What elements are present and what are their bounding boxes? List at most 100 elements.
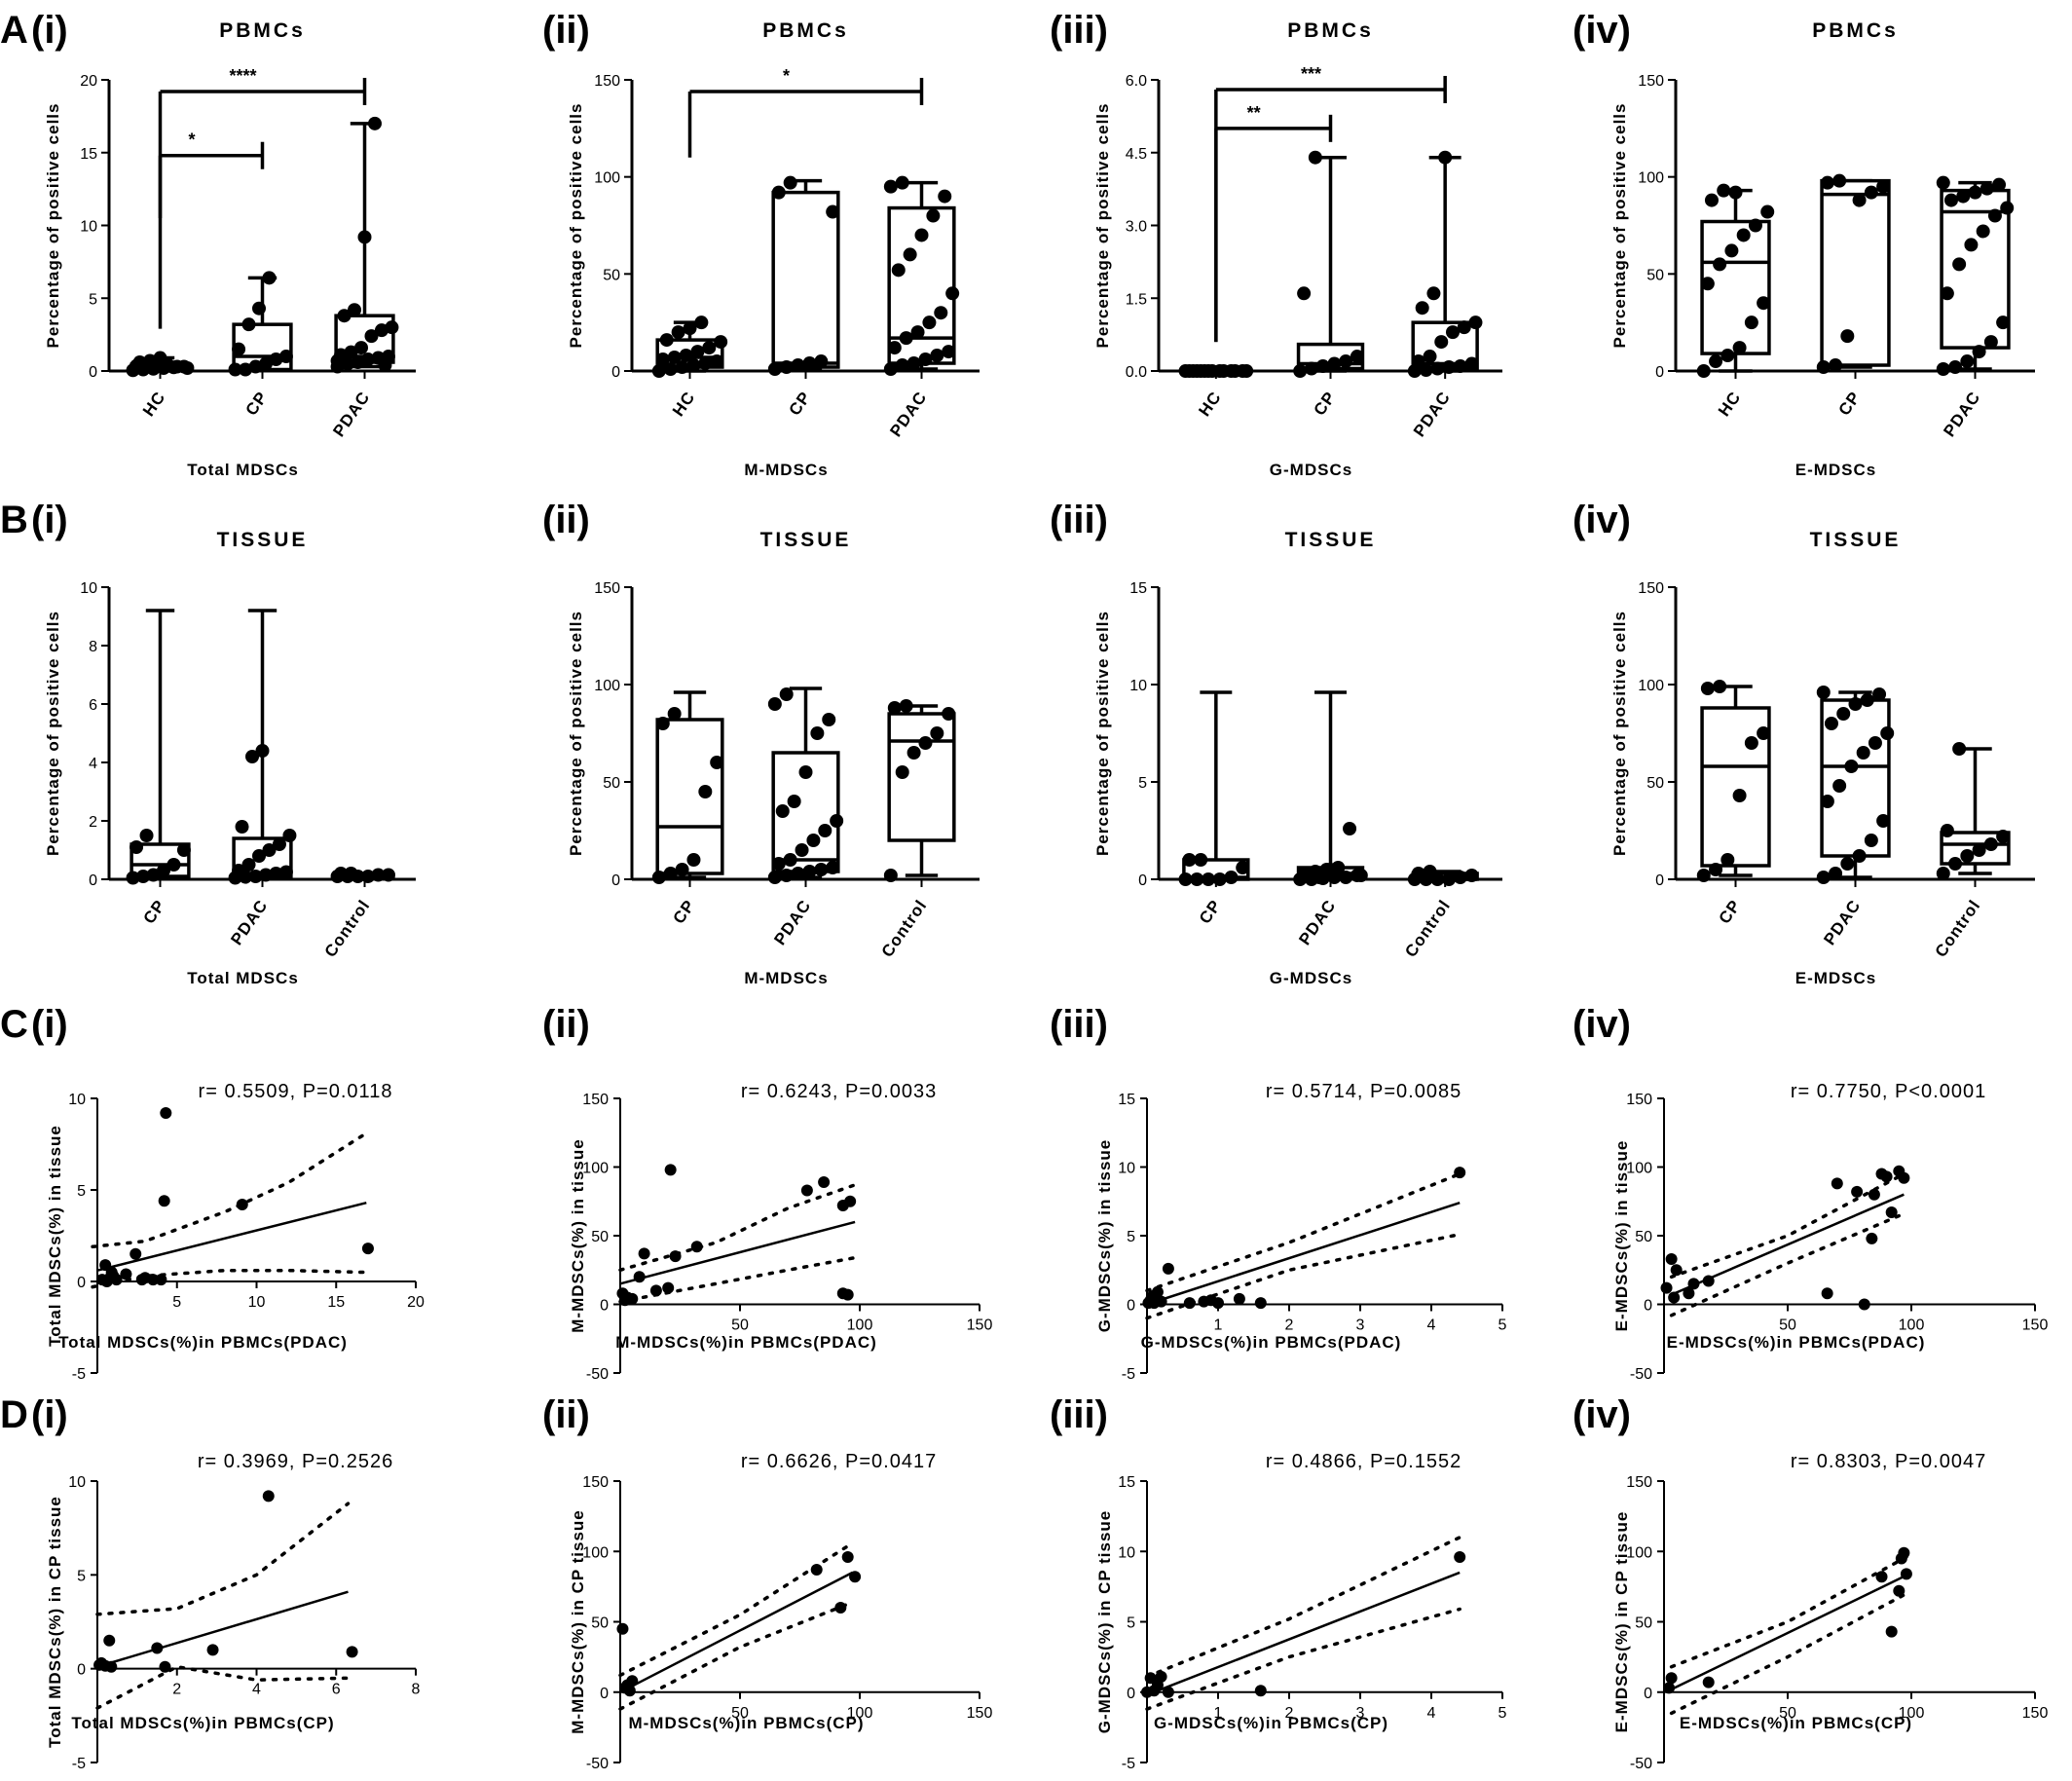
panel-label: (iii) xyxy=(1050,1393,1108,1436)
data-point xyxy=(1816,360,1831,375)
data-point xyxy=(334,867,349,880)
x-axis-label: E-MDSCs xyxy=(1795,461,1877,479)
data-point xyxy=(1856,746,1870,760)
data-point xyxy=(1724,243,1739,258)
data-point xyxy=(1464,869,1479,882)
data-point xyxy=(1293,364,1308,378)
x-axis-label: Total MDSCs xyxy=(187,969,299,987)
data-point xyxy=(1323,863,1338,876)
data-point xyxy=(1885,1625,1898,1638)
x-axis-label: Total MDSCs xyxy=(187,461,299,479)
y-axis-label: Percentage of positive cells xyxy=(44,103,62,349)
data-point xyxy=(1162,1262,1174,1275)
data-point xyxy=(887,341,902,355)
data-point xyxy=(1453,359,1467,374)
category-label: Control xyxy=(1401,896,1454,960)
ci-upper-band xyxy=(1145,1171,1462,1293)
ci-upper-band xyxy=(1669,1171,1906,1280)
data-point xyxy=(1880,726,1895,740)
y-tick-label: 150 xyxy=(1626,1092,1652,1108)
data-point xyxy=(166,858,181,872)
data-point xyxy=(1194,853,1208,867)
y-tick-label: 10 xyxy=(68,1474,86,1491)
data-point xyxy=(1943,193,1958,207)
x-tick-label: 10 xyxy=(248,1294,266,1311)
box xyxy=(655,718,724,875)
data-point xyxy=(262,1490,275,1503)
data-point xyxy=(1162,1686,1174,1698)
data-point xyxy=(626,1292,639,1305)
category-label: PDAC xyxy=(1410,388,1454,440)
box-group-pdac: PDAC xyxy=(1407,150,1483,440)
panel-label: (i) xyxy=(31,1393,68,1436)
data-point xyxy=(1728,185,1743,200)
y-tick-label: 100 xyxy=(1638,170,1664,187)
x-axis-label: M-MDSCs xyxy=(744,461,828,479)
data-point xyxy=(802,865,817,878)
y-tick-label: 0 xyxy=(89,364,97,381)
data-point xyxy=(1983,837,1998,851)
data-point xyxy=(105,1266,118,1279)
data-point xyxy=(1315,359,1330,374)
data-point xyxy=(1254,1685,1267,1697)
data-point xyxy=(1339,354,1353,369)
x-tick-label: 2 xyxy=(1285,1705,1294,1722)
data-point xyxy=(228,362,242,377)
panel-label: (iv) xyxy=(1572,1003,1631,1046)
y-tick-label: 10 xyxy=(1118,1161,1135,1177)
data-point xyxy=(1972,345,1986,359)
data-point xyxy=(1848,697,1863,711)
data-point xyxy=(1720,349,1735,363)
ci-lower-band xyxy=(95,1664,351,1710)
data-point xyxy=(1952,742,1967,756)
data-point xyxy=(1709,354,1723,369)
data-point xyxy=(806,834,821,847)
data-point xyxy=(1212,1297,1224,1310)
figure-letter-b: B xyxy=(0,499,28,541)
x-tick-label: 1 xyxy=(1214,1705,1223,1722)
panel-c-i: (i) r= 0.5509, P=0.0118 -5 0 5 10 5 10 15 20 Total… xyxy=(31,1003,425,1383)
data-point xyxy=(651,364,666,378)
regression-line xyxy=(96,1590,349,1668)
category-label: CP xyxy=(1835,388,1865,419)
data-point xyxy=(1254,1297,1267,1310)
x-tick-label: 5 xyxy=(172,1294,181,1311)
y-tick-label: 50 xyxy=(603,267,620,283)
data-point xyxy=(1864,834,1878,847)
y-tick-label: -50 xyxy=(1630,1366,1652,1383)
y-tick-label: 5 xyxy=(1127,1229,1135,1245)
panel-title: PBMCs xyxy=(1287,19,1374,42)
box-group-pdac: PDAC xyxy=(1936,175,2015,440)
data-point xyxy=(818,824,832,837)
data-point xyxy=(895,358,909,373)
panel-title: TISSUE xyxy=(1810,529,1902,551)
data-point xyxy=(1696,869,1711,882)
panel-title: TISSUE xyxy=(1285,529,1377,551)
significance-bracket: * xyxy=(158,130,265,329)
data-point xyxy=(1898,1171,1910,1184)
data-point xyxy=(942,345,956,359)
data-point xyxy=(100,1276,113,1287)
data-point xyxy=(385,320,399,335)
data-point xyxy=(1824,717,1838,730)
x-tick-label: 1 xyxy=(1214,1317,1223,1334)
box-group-cp: CP xyxy=(651,690,724,927)
data-point xyxy=(810,726,825,740)
x-tick-label: 4 xyxy=(1427,1705,1436,1722)
y-tick-label: 15 xyxy=(1129,580,1147,597)
data-point xyxy=(1744,736,1758,750)
data-point xyxy=(1415,301,1429,315)
data-point xyxy=(883,869,898,882)
data-point xyxy=(367,116,382,130)
y-tick-label: 150 xyxy=(1638,73,1664,90)
panel-label: (ii) xyxy=(542,1003,590,1046)
y-tick-label: 50 xyxy=(591,1615,609,1632)
figure-letter-d: D xyxy=(0,1393,28,1436)
data-point xyxy=(1454,1551,1466,1564)
y-tick-label: 0 xyxy=(1655,872,1664,889)
data-point xyxy=(258,356,273,371)
x-tick-label: 2 xyxy=(172,1682,181,1698)
data-point xyxy=(1744,315,1758,330)
y-axis-label: G-MDSCs(%) in CP tissue xyxy=(1095,1510,1114,1734)
data-point xyxy=(1198,364,1212,378)
